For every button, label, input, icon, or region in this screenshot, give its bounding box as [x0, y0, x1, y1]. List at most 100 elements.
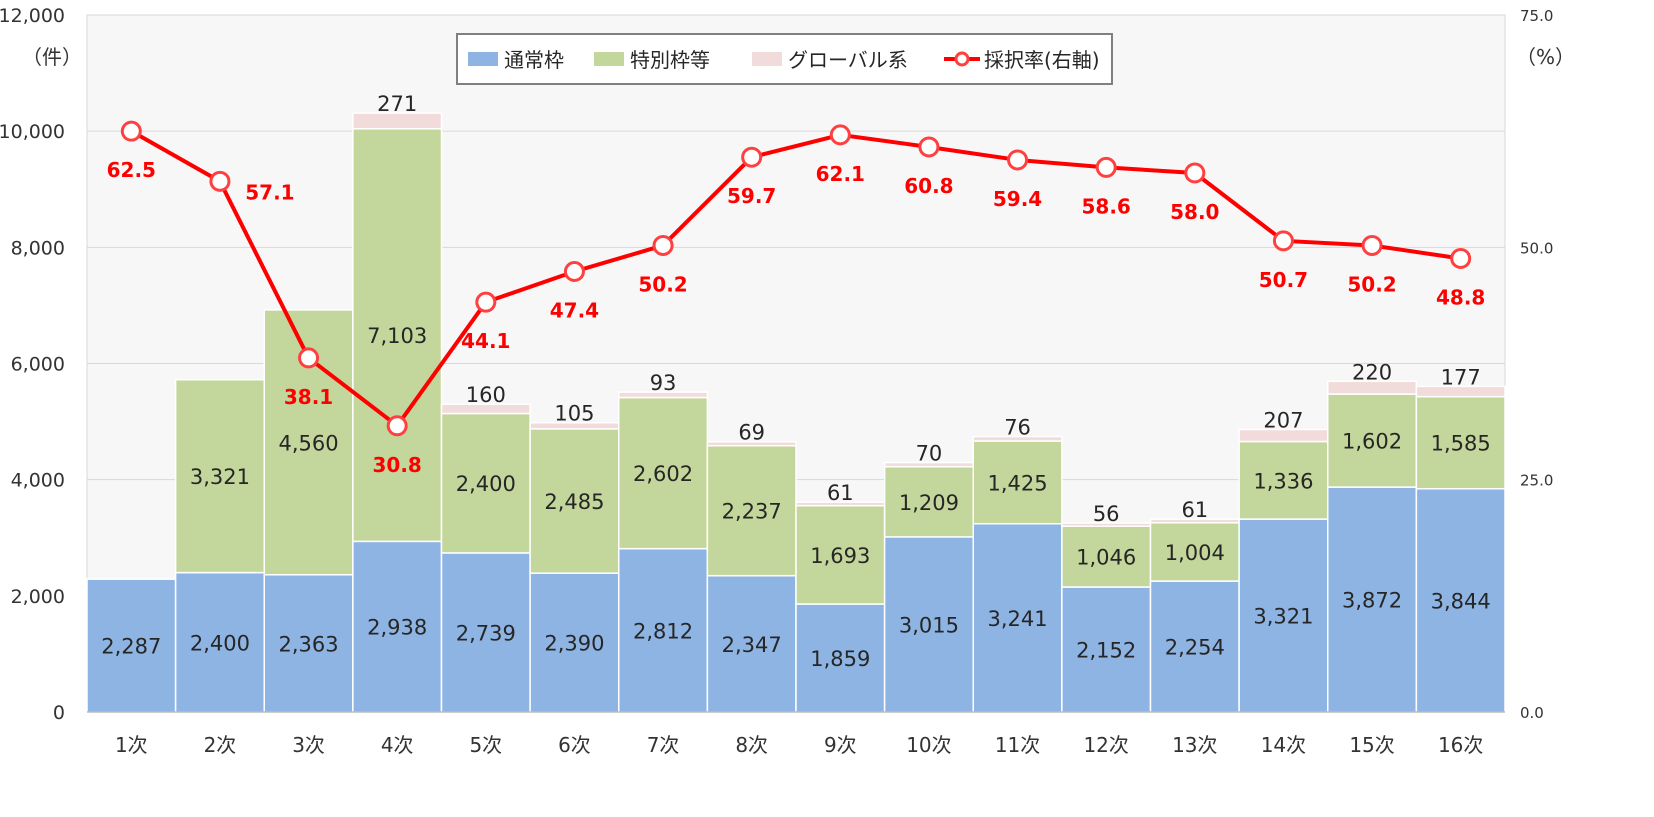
right-tick-label: 25.0: [1520, 472, 1553, 490]
category-label: 13次: [1172, 733, 1217, 757]
rate-value-label: 50.7: [1259, 268, 1308, 292]
bar-value-label: 93: [650, 371, 677, 395]
category-label: 14次: [1261, 733, 1306, 757]
bar-value-label: 1,425: [988, 471, 1048, 495]
category-label: 10次: [906, 733, 951, 757]
rate-value-label: 44.1: [461, 329, 510, 353]
bar-value-label: 2,400: [456, 472, 516, 496]
category-label: 6次: [558, 733, 591, 757]
rate-polyline: [130, 129, 1461, 429]
bar-value-label: 2,390: [544, 632, 604, 656]
bar-segment-regular: [263, 573, 354, 713]
bar-segment-global: [440, 403, 531, 415]
bar-value-label: 2,287: [101, 635, 161, 659]
bar-value-label: 3,844: [1431, 589, 1491, 613]
bar-segment-special: [795, 504, 886, 605]
bar-segment-regular: [529, 572, 620, 713]
bar-value-label: 61: [1181, 498, 1208, 522]
bar-value-label: 1,693: [810, 544, 870, 568]
legend-label: 通常枠: [504, 48, 564, 72]
bar-value-label: 1,859: [810, 647, 870, 671]
bar-segment-regular: [706, 574, 797, 713]
bar-value-label: 76: [1004, 416, 1031, 440]
bar-value-label: 56: [1093, 502, 1120, 526]
rate-point: [1361, 234, 1383, 256]
rate-point: [1095, 156, 1117, 178]
rate-point: [1184, 162, 1206, 184]
bar-value-label: 2,400: [190, 631, 250, 655]
right-tick-label: 50.0: [1520, 239, 1553, 257]
bar-segment-special: [1238, 440, 1329, 520]
rate-value-label: 57.1: [245, 180, 294, 204]
bar-value-label: 2,739: [456, 621, 516, 645]
bar-value-label: 61: [827, 481, 854, 505]
rate-value-label: 60.8: [904, 174, 953, 198]
category-label: 4次: [381, 733, 414, 757]
bar-value-label: 2,347: [722, 633, 782, 657]
rate-value-label: 62.5: [107, 158, 156, 182]
category-label: 11次: [995, 733, 1040, 757]
category-label: 2次: [204, 733, 237, 757]
rate-value-label: 50.2: [638, 272, 687, 296]
legend-swatch: [752, 52, 782, 66]
rate-point: [386, 415, 408, 437]
rate-value-label: 47.4: [550, 298, 599, 322]
bar-value-label: 2,237: [722, 500, 782, 524]
legend-label: 採択率(右軸): [984, 48, 1100, 72]
rate-point: [652, 234, 674, 256]
bar-value-label: 220: [1352, 360, 1392, 384]
rate-point: [741, 146, 763, 168]
bar-value-label: 7,103: [367, 324, 427, 348]
bar-value-label: 1,585: [1431, 432, 1491, 456]
category-label: 7次: [647, 733, 680, 757]
bar-segment-special: [1061, 525, 1152, 588]
rate-value-label: 59.7: [727, 184, 776, 208]
bar-value-label: 1,602: [1342, 430, 1402, 454]
category-label: 12次: [1083, 733, 1128, 757]
left-tick-label: 2,000: [11, 586, 65, 608]
rate-value-label: 59.4: [993, 187, 1042, 211]
rate-point: [829, 124, 851, 146]
category-label: 5次: [469, 733, 502, 757]
category-label: 8次: [735, 733, 768, 757]
bar-value-label: 1,336: [1253, 469, 1313, 493]
rate-point: [120, 120, 142, 142]
bar-segment-global: [352, 112, 443, 130]
category-label: 16次: [1438, 733, 1483, 757]
rate-point: [1007, 149, 1029, 171]
category-label: 3次: [292, 733, 325, 757]
bar-value-label: 105: [554, 402, 594, 426]
category-label: 9次: [824, 733, 857, 757]
bar-segment-global: [1415, 385, 1506, 398]
legend-swatch: [468, 52, 498, 66]
bar-value-label: 2,485: [544, 490, 604, 514]
left-tick-label: 4,000: [11, 470, 65, 492]
category-label: 15次: [1349, 733, 1394, 757]
axes: 0 2,000 4,000 6,000 8,000 10,000 12,000 0.0 25.0…: [0, 5, 1553, 757]
bar-value-label: 69: [738, 421, 765, 445]
bar-value-label: 1,046: [1076, 546, 1136, 570]
bar-segment-regular: [1238, 518, 1329, 713]
rate-point: [1272, 230, 1294, 252]
rate-point: [209, 170, 231, 192]
legend-swatch: [594, 52, 624, 66]
rate-point: [475, 291, 497, 313]
left-tick-label: 0: [53, 702, 65, 724]
right-axis-unit: （%）: [1516, 45, 1575, 69]
bars: 2,287 2,400 3,321 2,363 4,560 2,938 7,103 271 2,…: [86, 92, 1506, 713]
rate-value-label: 50.2: [1347, 272, 1396, 296]
bar-value-label: 4,560: [279, 431, 339, 455]
bar-segment-global: [706, 440, 797, 447]
legend-label: 特別枠等: [630, 48, 710, 72]
bar-value-label: 2,938: [367, 616, 427, 640]
rate-point: [918, 136, 940, 158]
left-tick-label: 10,000: [0, 121, 65, 143]
rate-value-label: 30.8: [373, 453, 422, 477]
bar-segment-special: [972, 440, 1063, 525]
bar-segment-regular: [1327, 486, 1418, 713]
rate-value-label: 48.8: [1436, 285, 1485, 309]
bar-segment-global: [618, 391, 709, 399]
bar-value-label: 3,321: [190, 465, 250, 489]
left-tick-label: 6,000: [11, 354, 65, 376]
